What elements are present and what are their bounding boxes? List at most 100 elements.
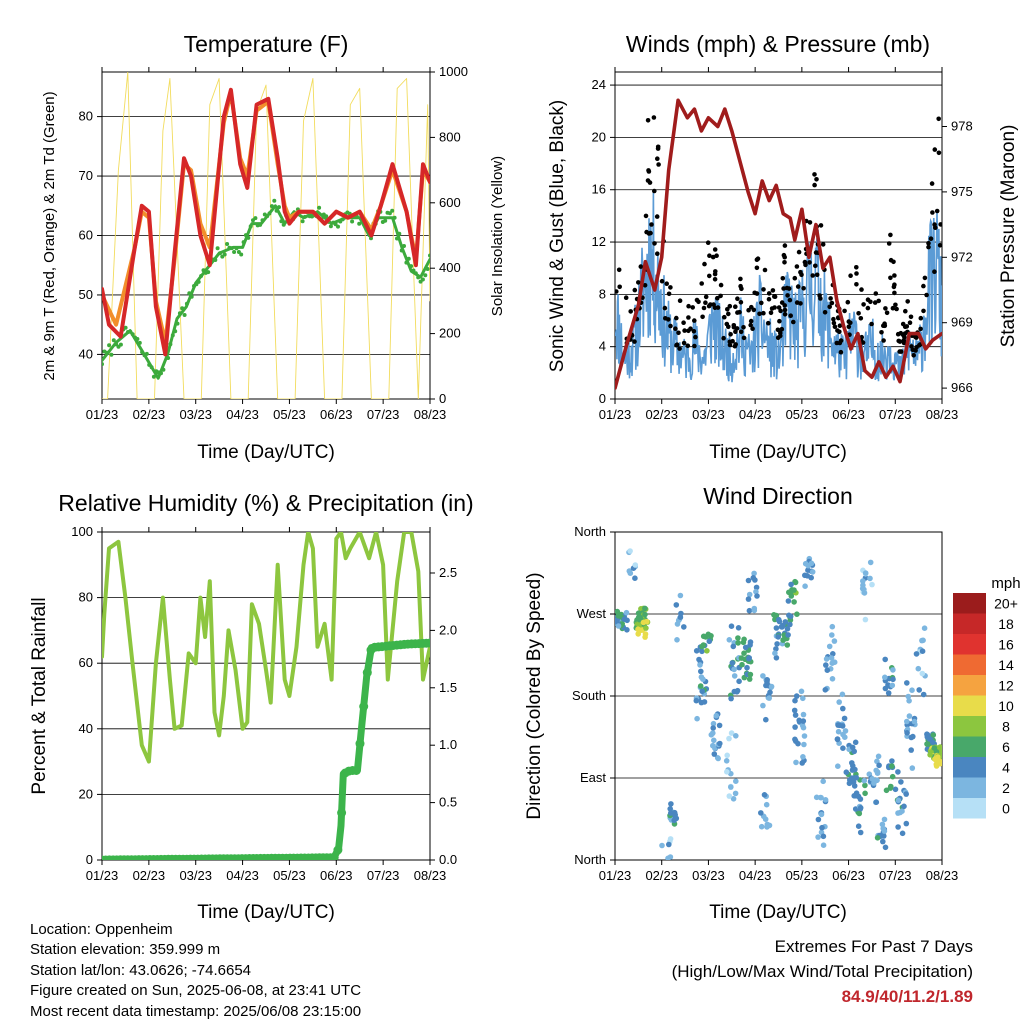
- direction-point: [792, 578, 798, 585]
- direction-point: [890, 676, 896, 683]
- y-tick-label: 70: [79, 168, 93, 183]
- gust-point: [725, 307, 730, 312]
- gust-point: [814, 272, 820, 278]
- direction-point: [903, 791, 909, 797]
- direction-point: [882, 674, 888, 681]
- direction-point: [694, 715, 700, 722]
- plot-frame: [101, 531, 431, 861]
- gust-point: [733, 304, 738, 310]
- speed-legend-swatch: [953, 777, 986, 798]
- direction-point: [773, 612, 780, 619]
- gust-point: [685, 343, 691, 349]
- dewpoint-point: [253, 216, 258, 221]
- gust-point: [766, 320, 771, 326]
- gust-point: [932, 147, 938, 152]
- direction-point: [637, 614, 643, 621]
- dewpoint-point: [269, 204, 274, 209]
- dewpoint-point: [402, 244, 406, 248]
- temperature-plot: 01/23 02/23 03/23 04/23 05/23 06/23 07/23 08/23…: [79, 64, 468, 422]
- dewpoint-point: [137, 340, 142, 345]
- y2-tick-label: 975: [951, 184, 973, 199]
- direction-point: [796, 717, 802, 724]
- direction-point: [793, 759, 799, 766]
- direction-point: [903, 820, 910, 827]
- precip-point: [362, 668, 372, 678]
- pressure-line: [615, 98, 942, 390]
- gust-point: [645, 178, 651, 183]
- gust-point: [718, 282, 724, 288]
- gust-point: [818, 296, 823, 301]
- gust-point: [632, 287, 638, 293]
- gust-point: [930, 210, 935, 215]
- dewpoint-point: [199, 274, 204, 278]
- gust-point: [748, 322, 753, 328]
- speed-legend-label: 18: [998, 616, 1014, 632]
- gust-point: [638, 264, 644, 269]
- direction-point: [710, 730, 716, 736]
- gust-point: [674, 342, 680, 348]
- station-elevation: Station elevation: 359.999 m: [30, 941, 221, 959]
- gust-point: [770, 288, 776, 293]
- dewpoint-point: [404, 260, 409, 265]
- direction-point: [699, 688, 705, 695]
- direction-point: [791, 707, 798, 714]
- clipped-layer: [102, 72, 430, 399]
- dewpoint-point: [206, 270, 211, 275]
- direction-point: [889, 682, 896, 689]
- dewpoint-point: [225, 242, 230, 246]
- gust-point: [721, 335, 726, 341]
- direction-point: [791, 587, 797, 593]
- direction-point: [773, 646, 779, 652]
- dewpoint-point: [187, 291, 192, 296]
- gust-point: [655, 251, 660, 256]
- x-tick-label: 01/23: [599, 868, 632, 883]
- precip-point: [355, 739, 365, 749]
- direction-point: [741, 650, 747, 656]
- gust-point: [617, 284, 622, 290]
- gust-point: [807, 260, 812, 265]
- direction-tick-label: North: [574, 852, 606, 867]
- direction-point: [813, 794, 820, 801]
- direction-tick-label: West: [577, 606, 607, 621]
- direction-point: [861, 590, 868, 596]
- dewpoint-point: [175, 321, 180, 326]
- direction-point: [857, 796, 864, 802]
- gust-point: [828, 296, 833, 301]
- gust-point: [676, 330, 681, 336]
- direction-ylabel: Direction (Colored By Speed): [524, 572, 545, 819]
- dewpoint-point: [234, 246, 239, 251]
- gust-point: [910, 347, 916, 353]
- direction-point: [895, 824, 901, 830]
- direction-point: [919, 648, 926, 654]
- clipped-layer: [615, 98, 942, 390]
- gust-point: [794, 264, 800, 269]
- x-tick-label: 08/23: [414, 868, 447, 883]
- direction-point: [819, 824, 825, 831]
- dewpoint-point: [151, 374, 156, 379]
- gust-point: [886, 241, 892, 246]
- direction-point: [792, 712, 799, 718]
- gust-point: [693, 334, 698, 340]
- gust-point: [681, 320, 686, 326]
- dewpoint-point: [123, 325, 128, 330]
- direction-point: [706, 638, 713, 645]
- direction-point: [804, 573, 811, 579]
- direction-point: [794, 611, 800, 617]
- gust-point: [738, 329, 744, 335]
- gust-point: [829, 300, 835, 306]
- dewpoint-point: [281, 222, 286, 227]
- direction-point: [726, 735, 732, 742]
- gust-point: [752, 290, 757, 296]
- x-tick-label: 02/23: [133, 868, 166, 883]
- station-info: Location: Oppenheim Station elevation: 3…: [30, 920, 361, 1022]
- direction-point: [881, 828, 888, 834]
- dewpoint-point: [274, 208, 279, 213]
- direction-tick-label: North: [574, 524, 606, 539]
- gust-point: [652, 188, 657, 194]
- direction-point: [901, 803, 907, 810]
- direction-point: [843, 769, 850, 775]
- gust-point: [898, 330, 904, 336]
- x-tick-label: 01/23: [86, 407, 119, 422]
- gust-point: [655, 156, 660, 161]
- direction-point: [736, 678, 742, 685]
